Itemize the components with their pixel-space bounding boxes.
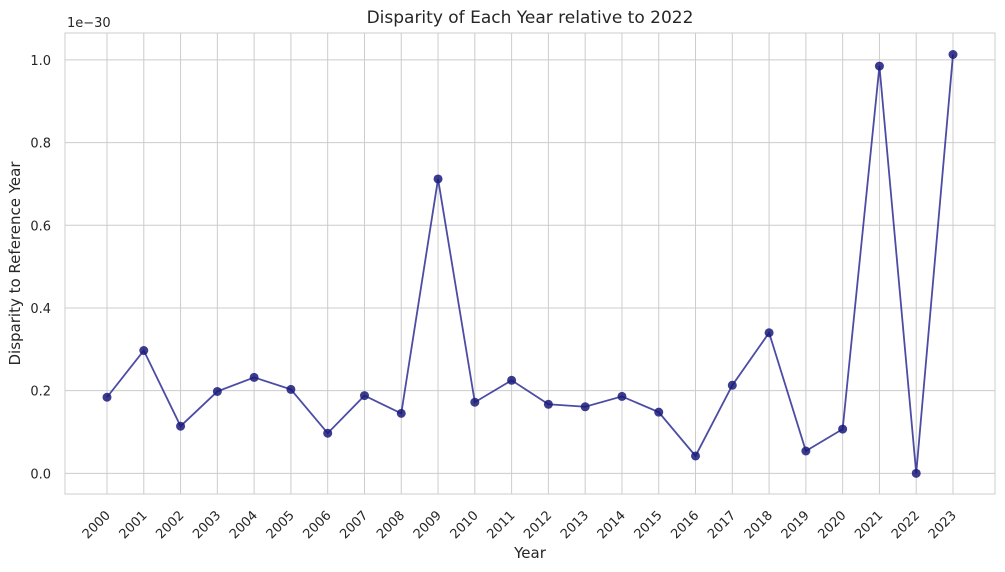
data-point	[176, 421, 186, 431]
data-point	[286, 384, 296, 394]
x-tick-label: 2013	[558, 508, 592, 542]
x-axis-label: Year	[513, 544, 547, 562]
data-point	[727, 380, 737, 390]
x-tick-label: 2014	[595, 508, 629, 542]
data-point	[911, 468, 921, 478]
y-axis-ticks: 0.0 0.2 0.4 0.6 0.8 1.0	[30, 54, 51, 482]
data-point	[470, 397, 480, 407]
data-point	[543, 399, 553, 409]
x-tick-label: 2023	[926, 508, 960, 542]
y-tick-label: 1.0	[30, 54, 51, 69]
x-tick-label: 2001	[117, 508, 151, 542]
data-point	[617, 391, 627, 401]
y-axis-offset-text: 1e−30	[67, 16, 111, 31]
x-tick-label: 2000	[80, 508, 114, 542]
data-point	[507, 375, 517, 385]
data-point	[580, 402, 590, 412]
x-tick-label: 2010	[448, 508, 482, 542]
data-point	[323, 428, 333, 438]
data-point	[212, 386, 222, 396]
y-tick-label: 0.6	[30, 219, 51, 234]
x-tick-label: 2004	[227, 508, 261, 542]
chart-title: Disparity of Each Year relative to 2022	[367, 8, 694, 28]
grid-lines	[65, 33, 995, 494]
data-point	[396, 408, 406, 418]
y-axis-label: Disparity to Reference Year	[6, 161, 24, 366]
y-tick-label: 0.2	[30, 385, 51, 400]
data-point	[764, 328, 774, 338]
y-tick-label: 0.4	[30, 302, 51, 317]
plot-area	[65, 33, 995, 494]
data-point	[139, 346, 149, 356]
data-point	[691, 451, 701, 461]
x-tick-label: 2022	[889, 508, 923, 542]
data-point	[874, 61, 884, 71]
x-tick-label: 2009	[411, 508, 445, 542]
data-series	[102, 49, 958, 478]
y-tick-label: 0.8	[30, 137, 51, 152]
data-point	[948, 49, 958, 59]
data-point	[838, 424, 848, 434]
x-tick-label: 2011	[484, 508, 518, 542]
x-tick-label: 2008	[374, 508, 408, 542]
y-tick-label: 0.0	[30, 467, 51, 482]
data-point	[102, 392, 112, 402]
x-tick-label: 2003	[190, 508, 224, 542]
x-tick-label: 2019	[779, 508, 813, 542]
x-tick-label: 2012	[521, 508, 555, 542]
series-line	[106, 54, 954, 474]
data-point	[433, 174, 443, 184]
x-tick-label: 2020	[815, 508, 849, 542]
x-tick-label: 2018	[742, 508, 776, 542]
x-tick-label: 2016	[668, 508, 702, 542]
x-tick-label: 2015	[632, 508, 666, 542]
x-tick-label: 2021	[852, 508, 886, 542]
x-axis-ticks: 2000 2001 2002 2003 2004 2005 2006 2007 2008 2009…	[80, 508, 960, 542]
plot-frame	[64, 32, 996, 495]
x-tick-label: 2007	[337, 508, 371, 542]
x-tick-label: 2002	[153, 508, 187, 542]
data-point	[359, 391, 369, 401]
data-point	[249, 372, 259, 382]
x-tick-label: 2005	[264, 508, 298, 542]
x-tick-label: 2006	[301, 508, 335, 542]
data-point	[654, 407, 664, 417]
x-tick-label: 2017	[705, 508, 739, 542]
data-point	[801, 446, 811, 456]
